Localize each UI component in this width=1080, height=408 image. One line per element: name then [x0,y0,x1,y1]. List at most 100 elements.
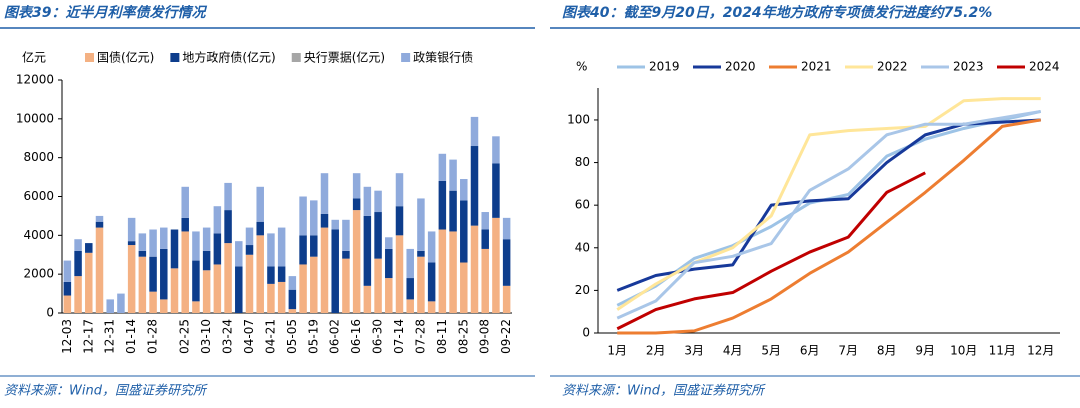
bar-segment [106,299,114,313]
bar-segment [288,309,297,313]
y-tick-label: 4000 [23,228,54,242]
bar-segment [95,221,104,228]
bar-segment [417,256,425,313]
x-tick-label: 08-11 [435,319,449,354]
y-tick-label: 40 [575,240,590,254]
chart-title: 图表40：截至9月20日，2024年地方政府专项债发行进度约75.2% [562,4,992,21]
bar-segment [352,173,361,199]
legend-label: 2021 [801,60,832,74]
x-tick-label: 5月 [761,344,781,358]
bar-segment [470,116,479,147]
bar-segment [127,217,136,242]
bar-segment [267,233,275,267]
bar-segment [138,256,147,313]
bar-segment [170,268,179,313]
bar-segment [277,227,286,267]
bar-segment [299,196,307,236]
bar-segment [481,248,489,313]
bar-segment [74,276,82,313]
bar-segment [352,210,361,313]
y-tick-label: 8000 [23,150,54,164]
bar-segment [160,299,168,313]
bar-segment [235,266,243,313]
y-axis-label: % [576,60,587,74]
x-tick-label: 06-30 [371,319,385,354]
bar-segment [63,295,72,313]
bar-segment [342,250,350,259]
y-tick-label: 20 [575,283,590,297]
y-tick-label: 60 [575,198,590,212]
bar-segment [320,173,329,214]
bar-segment [277,281,286,313]
line-series [616,171,926,331]
y-tick-label: 80 [575,155,590,169]
bar-segment [395,173,404,207]
legend-swatch [170,53,180,62]
bar-segment [63,281,72,296]
x-tick-label: 08-25 [456,319,470,354]
bar-segment [117,293,125,313]
x-tick-label: 1月 [607,344,627,358]
bar-segment [363,186,372,216]
bar-segment [406,299,414,313]
bar-segment [192,260,200,302]
bar-segment [256,221,264,236]
bar-segment [235,241,243,267]
x-tick-label: 9月 [915,344,935,358]
bar-segment [310,256,318,313]
bar-segment [492,136,500,164]
bar-segment [395,206,404,236]
line-series [616,118,1041,292]
bar-segment [470,146,479,226]
x-tick-label: 8月 [877,344,897,358]
y-tick-label: 0 [46,306,54,320]
legend-label: 2022 [877,60,908,74]
y-tick-label: 0 [582,326,590,340]
bar-segment [256,235,264,313]
bar-segment [310,200,318,236]
x-tick-label: 09-08 [478,319,492,354]
bar-segment [460,262,468,313]
bar-segment [127,245,136,313]
bar-segment [427,301,436,313]
bar-segment [342,258,350,313]
x-tick-label: 05-05 [285,319,299,354]
bar-segment [149,291,157,313]
bar-segment [85,243,93,253]
x-tick-label: 07-14 [392,319,406,354]
x-tick-label: 10月 [950,344,977,358]
bar-segment [256,186,264,222]
bar-segment [320,213,329,228]
bar-segment [224,243,232,313]
bar-segment [438,153,447,181]
x-tick-label: 02-25 [178,319,192,354]
legend-label: 央行票据(亿元) [304,50,385,65]
legend-label: 地方政府债(亿元) [182,50,275,65]
bar-segment [202,270,211,313]
y-tick-label: 6000 [23,189,54,203]
bar-segment [331,219,339,230]
bar-segment [406,248,414,279]
bar-segment [74,250,82,277]
bar-segment [449,231,457,313]
bar-segment [160,227,168,249]
bar-segment [299,235,307,265]
bar-segment [245,245,254,255]
bar-segment [74,239,82,251]
bar-segment [385,278,393,313]
bar-segment [267,283,275,313]
bar-segment [181,217,189,232]
x-tick-label: 03-10 [199,319,213,354]
bar-segment [245,227,254,246]
bar-segment [427,231,436,263]
x-tick-label: 07-28 [413,319,427,354]
legend-label: 2023 [953,60,984,74]
bar-segment [492,163,500,218]
bar-segment [299,264,307,313]
bar-segment [460,200,468,263]
legend-label: 2024 [1029,60,1060,74]
x-tick-label: 04-21 [263,319,277,354]
bar-segment [224,182,232,211]
x-tick-label: 12-03 [60,319,74,354]
x-tick-label: 05-19 [306,319,320,354]
